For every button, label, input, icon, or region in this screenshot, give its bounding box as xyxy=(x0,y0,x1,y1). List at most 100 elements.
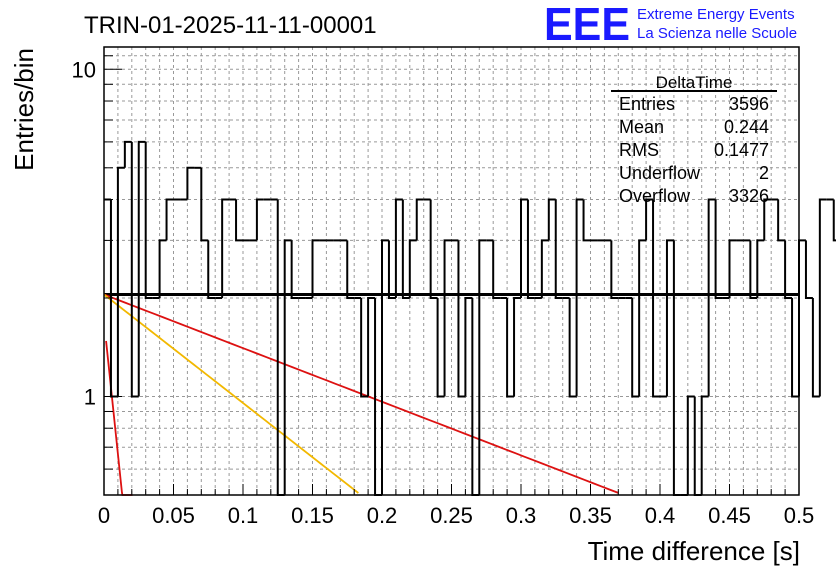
x-tick-label: 0.35 xyxy=(569,503,612,528)
x-tick-label: 0.4 xyxy=(645,503,676,528)
histogram-bin xyxy=(610,240,619,300)
histogram-bin xyxy=(221,198,230,299)
histogram-bin xyxy=(554,199,563,300)
stats-row-value: 2 xyxy=(759,163,769,183)
stats-row-value: 0.244 xyxy=(724,117,769,137)
histogram-bin xyxy=(276,199,285,496)
histogram-bin xyxy=(575,198,584,397)
stats-box-name: DeltaTime xyxy=(656,73,733,92)
histogram-bin xyxy=(367,297,376,397)
histogram-bin xyxy=(756,239,765,299)
stats-row-label: Overflow xyxy=(619,186,691,206)
histogram-bin xyxy=(478,239,487,495)
histogram-bin xyxy=(415,198,424,241)
histogram-bin xyxy=(207,240,216,300)
stats-row-label: Mean xyxy=(619,117,664,137)
logo-caption-line1: Extreme Energy Events xyxy=(637,6,795,23)
histogram-bin xyxy=(255,198,264,241)
histogram-bin xyxy=(123,140,132,168)
histogram-bin xyxy=(381,239,389,495)
y-tick-label: 1 xyxy=(84,385,96,410)
histogram-bin xyxy=(290,240,299,300)
histogram-bin xyxy=(568,298,577,398)
stats-rows: Entries 3596 Mean 0.244 RMS 0.1477 Underflow 2 O… xyxy=(619,94,769,206)
eee-logo-letters: EEE xyxy=(544,0,630,50)
y-tick-label: 10 xyxy=(72,57,96,82)
histogram-bin xyxy=(464,297,473,397)
stats-row-label: Underflow xyxy=(619,163,701,183)
histogram-bin xyxy=(394,198,403,299)
histogram-bin xyxy=(130,141,139,398)
histogram-bin xyxy=(728,239,737,299)
histogram-bin xyxy=(526,199,535,300)
histogram-bin xyxy=(387,240,396,300)
histogram-bin xyxy=(652,199,660,398)
histogram-bin xyxy=(186,166,195,200)
stats-box: DeltaTime Entries 3596 Mean 0.244 RMS 0.1477 U… xyxy=(611,73,777,206)
histogram-bin xyxy=(638,239,647,397)
chart-title: TRIN-01-2025-11-11-00001 xyxy=(84,12,377,39)
x-axis-title: Time difference [s] xyxy=(588,536,800,566)
histogram-bin xyxy=(513,297,521,397)
histogram-bin xyxy=(686,395,695,495)
tick-labels: 0 0.05 0.1 0.15 0.2 0.25 0.3 0.35 0.4 0.45 0.5 1 10 xyxy=(72,57,815,528)
stats-row-value: 3596 xyxy=(729,94,769,114)
histogram-bin xyxy=(672,240,681,496)
histogram-bin xyxy=(137,140,146,397)
histogram-bin xyxy=(144,141,153,300)
x-tick-label: 0.25 xyxy=(430,503,473,528)
fit-curve-medium xyxy=(103,293,359,494)
histogram-bin xyxy=(235,199,243,242)
histogram-bin xyxy=(116,166,125,397)
histogram xyxy=(104,140,836,496)
histogram-bin xyxy=(700,395,709,495)
histogram-bin xyxy=(520,198,528,299)
histogram-bin xyxy=(798,239,806,397)
histogram-bin xyxy=(763,198,772,241)
histogram-bin xyxy=(582,199,591,242)
axis-ticks xyxy=(103,55,800,495)
histogram-bin xyxy=(200,167,209,242)
histogram-bin xyxy=(707,198,716,397)
histogram-bin xyxy=(818,198,827,397)
x-tick-label: 0.1 xyxy=(228,503,259,528)
x-tick-label: 0.45 xyxy=(708,503,751,528)
histogram-bin xyxy=(777,199,786,242)
histogram-bin xyxy=(311,239,320,299)
histogram-bin xyxy=(547,198,556,241)
histogram-bin xyxy=(283,239,292,495)
histogram-bin xyxy=(540,239,549,299)
x-tick-label: 0 xyxy=(98,503,110,528)
histogram-bin xyxy=(832,199,836,242)
histogram-bin xyxy=(165,198,174,241)
logo-caption-line2: La Scienza nelle Scuole xyxy=(637,25,797,42)
histogram-bin xyxy=(360,298,369,398)
histogram-bin xyxy=(665,239,674,397)
y-axis-title: Entries/bin xyxy=(9,48,39,171)
histogram-bin xyxy=(429,199,438,300)
histogram-bin xyxy=(804,240,813,300)
histogram-bin xyxy=(346,240,355,300)
stats-row-label: RMS xyxy=(619,140,659,160)
histogram-bin xyxy=(506,298,515,398)
histogram-bin xyxy=(645,198,654,241)
histogram-bin xyxy=(408,239,417,299)
stats-row-label: Entries xyxy=(619,94,675,114)
histogram-bin xyxy=(749,240,758,300)
x-tick-label: 0.5 xyxy=(784,503,815,528)
histogram-bin xyxy=(436,298,445,398)
x-tick-label: 0.2 xyxy=(367,503,398,528)
histogram-bin xyxy=(401,199,410,300)
eee-logo: EEE Extreme Energy Events La Scienza nel… xyxy=(544,0,797,50)
histogram-bin xyxy=(631,298,640,398)
histogram-bin xyxy=(443,239,452,397)
x-tick-label: 0.15 xyxy=(291,503,334,528)
stats-row-value: 3326 xyxy=(729,186,769,206)
stats-row-value: 0.1477 xyxy=(714,140,769,160)
histogram-bin xyxy=(714,199,723,300)
histogram-bin xyxy=(492,240,501,300)
x-tick-label: 0.3 xyxy=(506,503,537,528)
histogram-bin xyxy=(784,240,793,300)
histogram-bin xyxy=(791,298,799,398)
